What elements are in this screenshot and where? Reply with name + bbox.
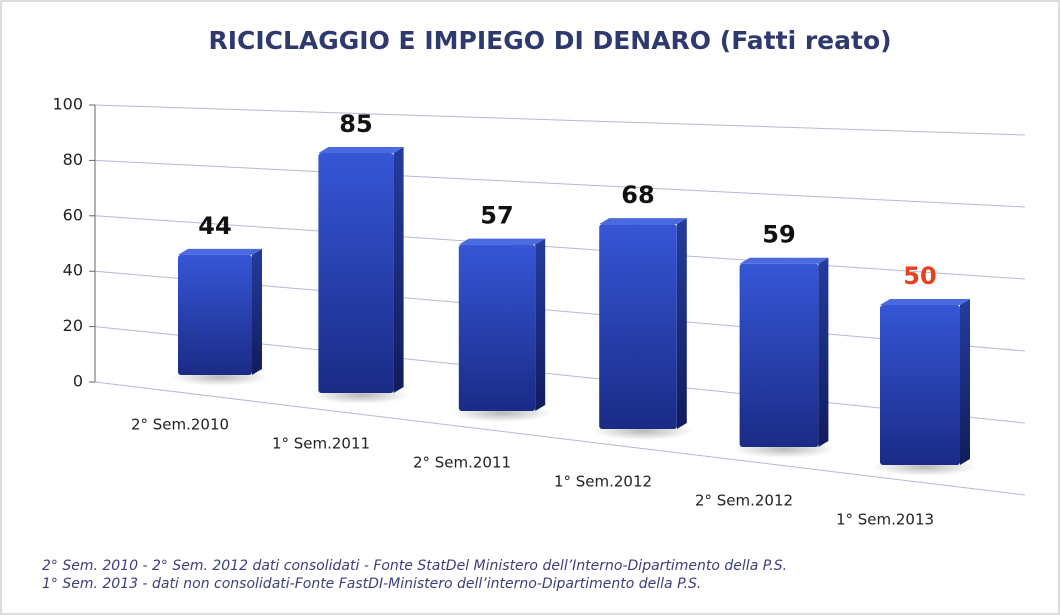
grid-line — [94, 104, 1026, 136]
bar-side — [818, 257, 829, 447]
bar — [599, 224, 677, 429]
bar-top — [739, 257, 829, 264]
plot: 0 20 40 60 80 100 44 2° Sem.2010 85 1° Sem.2011 57… — [52, 95, 1026, 529]
grid-line — [94, 159, 1026, 208]
bar — [739, 263, 819, 447]
y-tick-label: 20 — [63, 316, 83, 335]
chart-title: RICICLAGGIO E IMPIEGO DI DENARO (Fatti r… — [208, 26, 891, 55]
bar-side — [676, 218, 687, 429]
bar-side — [535, 238, 546, 411]
value-label: 68 — [621, 181, 654, 209]
x-tick-label: 2° Sem.2010 — [131, 416, 229, 434]
note: 1° Sem. 2013 - dati non consolidati-Font… — [42, 576, 701, 592]
value-label: 59 — [762, 221, 795, 249]
value-label: 85 — [339, 110, 372, 138]
note: 2° Sem. 2010 - 2° Sem. 2012 dati consoli… — [42, 558, 787, 574]
y-tick-label: 80 — [63, 150, 83, 169]
value-label: 50 — [903, 262, 936, 290]
bar-top — [458, 238, 546, 245]
x-tick-label: 2° Sem.2012 — [695, 492, 793, 510]
x-tick-label: 1° Sem.2012 — [554, 473, 652, 491]
bar-top — [178, 248, 262, 255]
y-tick-label: 40 — [63, 261, 83, 280]
bar — [178, 254, 252, 375]
value-label: 44 — [198, 212, 231, 240]
bar — [458, 244, 536, 411]
y-tick-label: 0 — [73, 372, 83, 391]
bar — [318, 152, 394, 393]
x-tick-label: 1° Sem.2013 — [836, 511, 934, 529]
bar-side — [960, 299, 970, 465]
grid-line — [94, 381, 1026, 496]
bar — [880, 305, 960, 465]
x-tick-label: 1° Sem.2011 — [272, 435, 370, 453]
bar-side — [252, 248, 262, 375]
bar-side — [393, 146, 404, 393]
bar-top — [599, 218, 687, 225]
grid-line — [94, 215, 1026, 280]
y-tick-label: 100 — [52, 95, 83, 114]
x-tick-label: 2° Sem.2011 — [413, 454, 511, 472]
bar-top — [880, 299, 970, 305]
y-tick-label: 60 — [63, 205, 83, 224]
bar-top — [318, 146, 404, 153]
value-label: 57 — [480, 202, 513, 230]
